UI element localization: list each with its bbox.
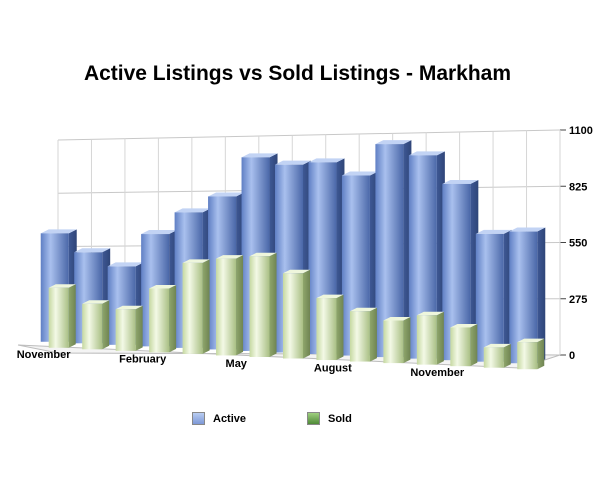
legend-swatch-sold: [307, 412, 320, 425]
bars: [40, 140, 546, 370]
legend-label-active: Active: [213, 412, 247, 425]
y-tick-label: 550: [569, 238, 587, 250]
bar-sold-10: [383, 317, 411, 364]
legend: Active Sold: [0, 412, 595, 432]
y-tick-label: 825: [569, 181, 587, 193]
bar-sold-8: [316, 294, 344, 361]
bar-sold-5: [216, 255, 244, 356]
bar-sold-2: [115, 305, 143, 351]
bar-sold-9: [349, 307, 377, 362]
bar-active-13: [475, 229, 512, 362]
bar-sold-4: [182, 259, 210, 354]
legend-item-sold: Sold: [307, 412, 352, 425]
bar-sold-7: [283, 269, 310, 359]
bar-sold-0: [48, 284, 76, 348]
legend-item-active: Active: [192, 412, 246, 425]
x-tick-label: November: [410, 367, 465, 379]
legend-swatch-active: [192, 412, 205, 425]
bar-sold-3: [149, 284, 177, 353]
axis-labels: 0 275 550 825 1100 November February May August N…: [17, 125, 593, 379]
y-tick-label: 1100: [569, 125, 593, 137]
x-tick-label: November: [17, 349, 72, 361]
x-tick-label: February: [119, 353, 167, 365]
legend-label-sold: Sold: [328, 412, 352, 425]
gridline-y-4: [57, 129, 561, 141]
bar-sold-13: [483, 343, 511, 368]
y-tick-label: 0: [569, 350, 575, 362]
bar-sold-6: [249, 252, 277, 357]
x-tick-label: August: [314, 363, 352, 375]
y-tick-label: 275: [569, 294, 587, 306]
bar-sold-1: [82, 300, 110, 350]
bar-sold-14: [517, 338, 545, 370]
x-tick-label: May: [226, 358, 248, 370]
chart-title: Active Listings vs Sold Listings - Markh…: [83, 62, 512, 85]
bar-sold-11: [416, 311, 444, 365]
bar-sold-12: [450, 323, 478, 367]
